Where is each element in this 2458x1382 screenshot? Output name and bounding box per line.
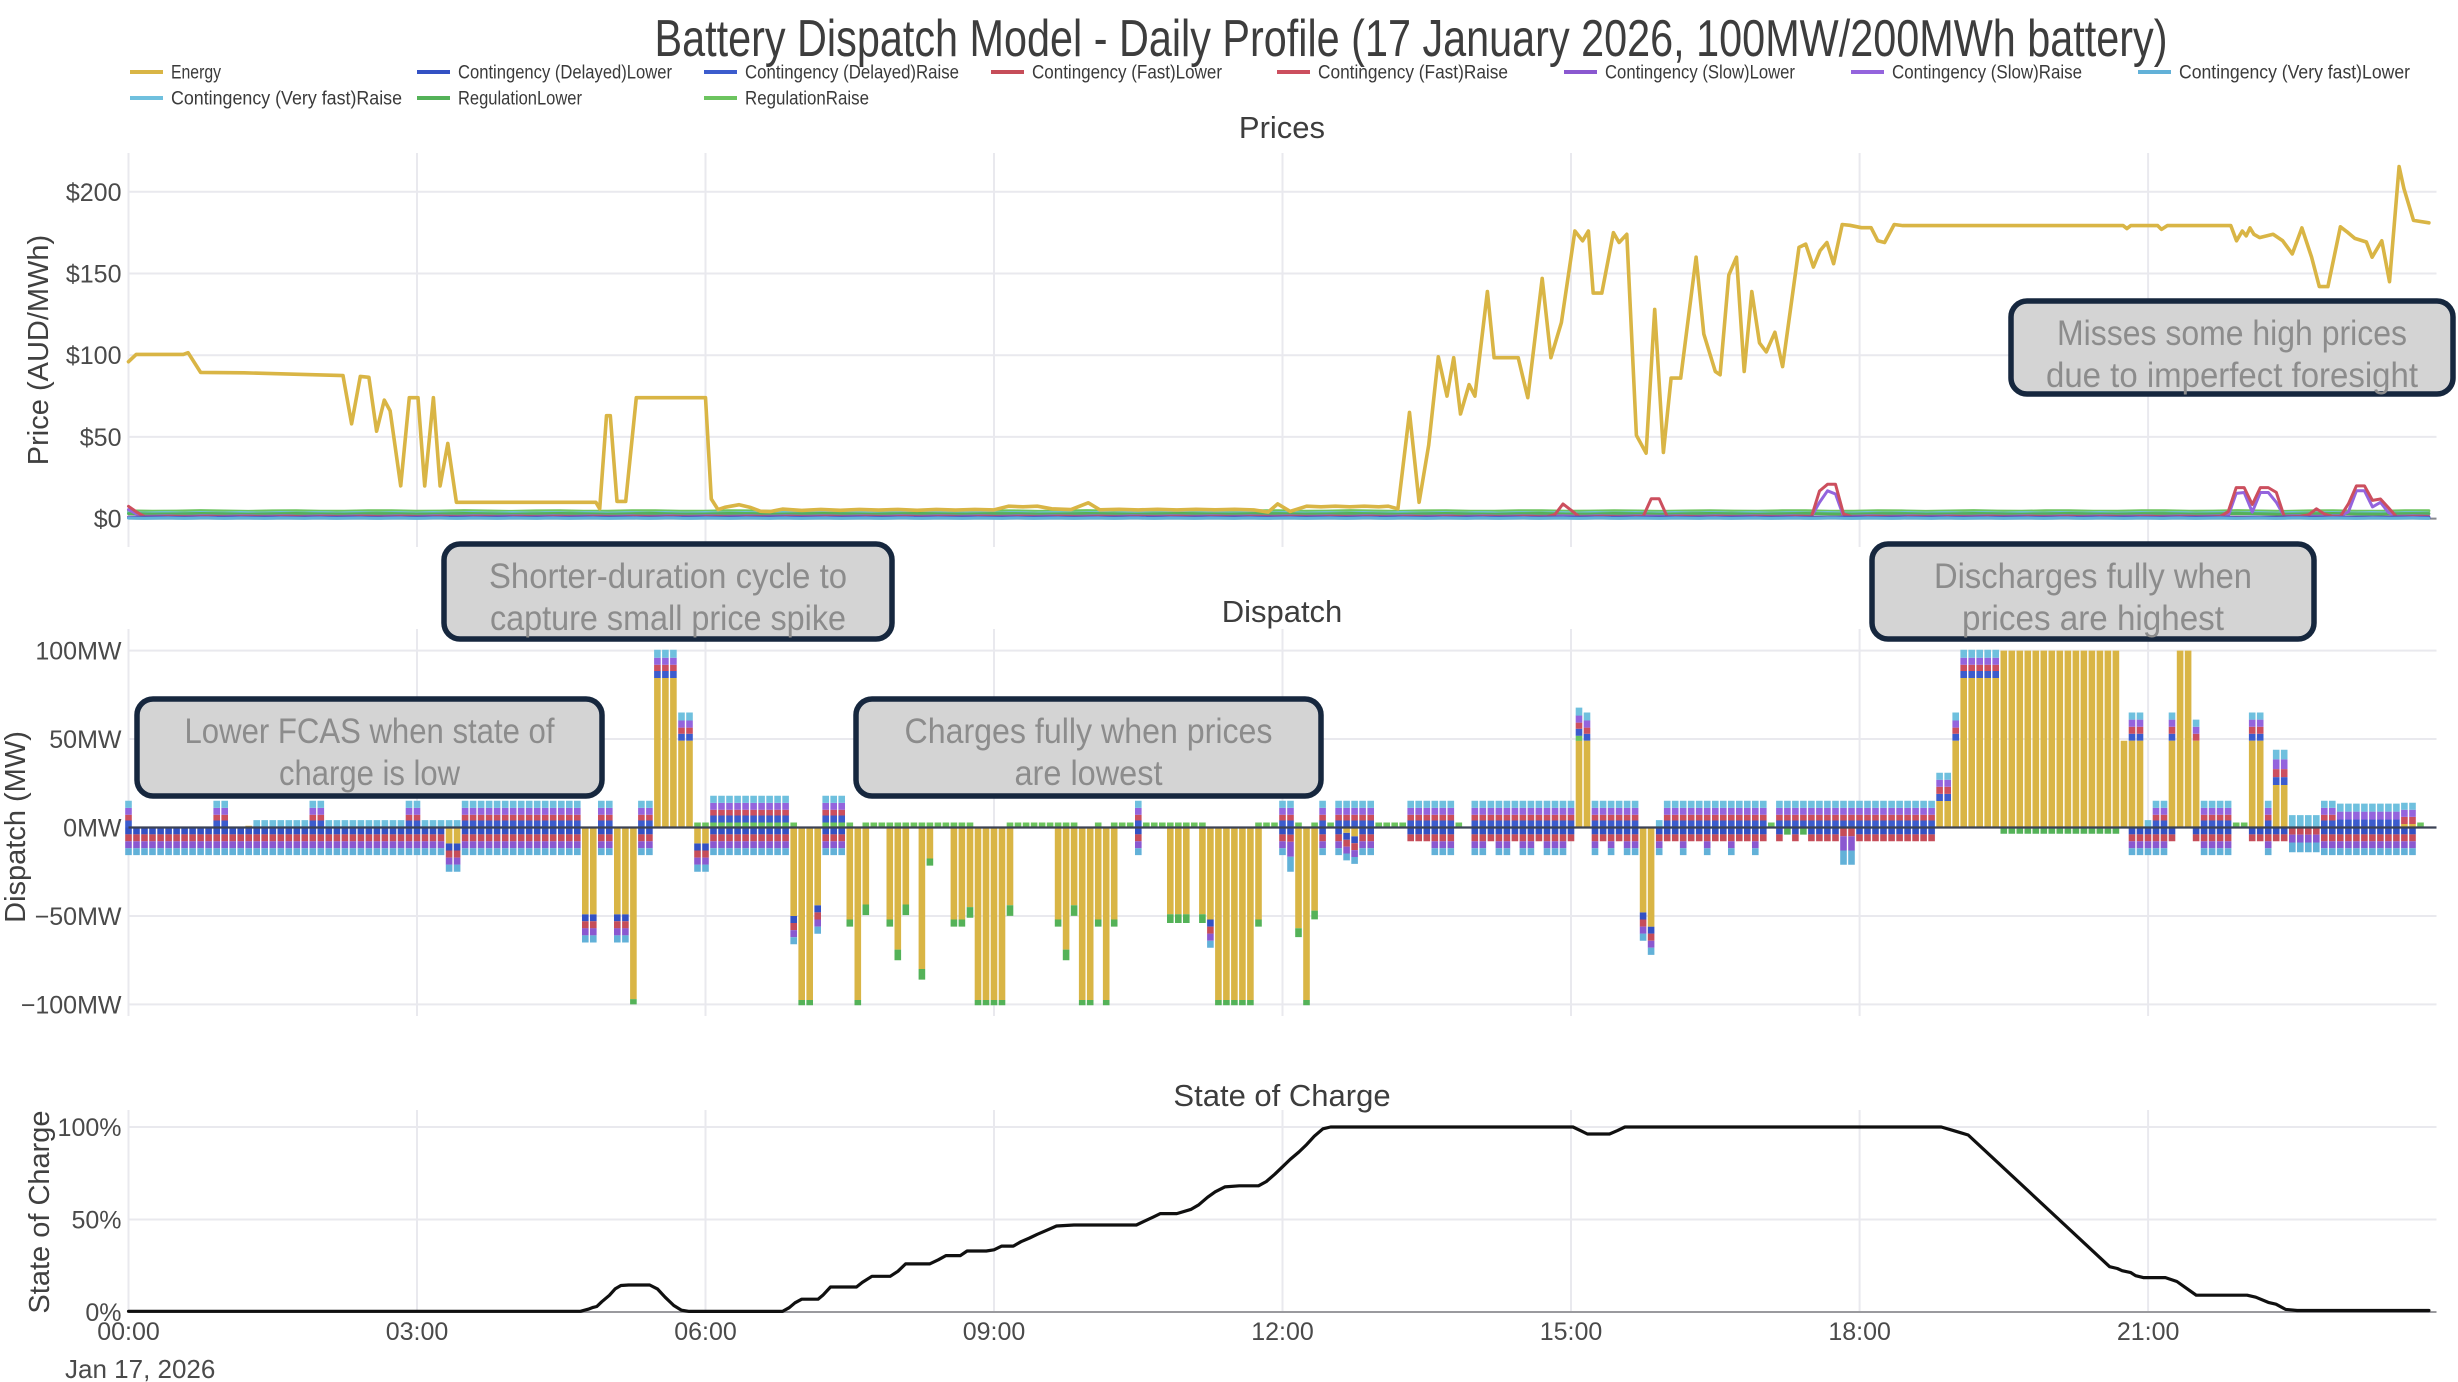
- svg-text:$200: $200: [66, 179, 122, 207]
- svg-text:$50: $50: [80, 424, 122, 452]
- svg-text:Contingency (Delayed)Raise: Contingency (Delayed)Raise: [745, 63, 959, 84]
- svg-text:$150: $150: [66, 261, 122, 289]
- svg-text:03:00: 03:00: [386, 1318, 449, 1346]
- svg-text:$0: $0: [94, 506, 122, 534]
- svg-text:RegulationRaise: RegulationRaise: [745, 89, 869, 110]
- svg-text:09:00: 09:00: [963, 1318, 1026, 1346]
- svg-text:12:00: 12:00: [1251, 1318, 1314, 1346]
- svg-text:06:00: 06:00: [674, 1318, 737, 1346]
- svg-text:State of Charge: State of Charge: [24, 1110, 56, 1313]
- svg-text:Price (AUD/MWh): Price (AUD/MWh): [23, 235, 55, 465]
- svg-text:0MW: 0MW: [63, 815, 122, 843]
- svg-text:Prices: Prices: [1239, 110, 1325, 145]
- svg-text:Jan 17, 2026: Jan 17, 2026: [65, 1354, 215, 1382]
- svg-text:Shorter-duration cycle to: Shorter-duration cycle to: [489, 557, 847, 596]
- svg-text:Misses some high prices: Misses some high prices: [2057, 314, 2407, 353]
- svg-text:Dispatch: Dispatch: [1222, 594, 1343, 629]
- svg-text:Contingency (Very fast)Lower: Contingency (Very fast)Lower: [2179, 63, 2411, 84]
- svg-text:21:00: 21:00: [2117, 1318, 2180, 1346]
- svg-text:are lowest: are lowest: [1015, 754, 1163, 793]
- svg-text:18:00: 18:00: [1828, 1318, 1891, 1346]
- svg-text:Energy: Energy: [171, 63, 221, 84]
- svg-text:due to imperfect foresight: due to imperfect foresight: [2046, 356, 2418, 395]
- svg-text:15:00: 15:00: [1540, 1318, 1603, 1346]
- svg-text:00:00: 00:00: [97, 1318, 160, 1346]
- svg-text:Battery Dispatch Model - Daily: Battery Dispatch Model - Daily Profile (…: [655, 10, 2168, 68]
- svg-text:100MW: 100MW: [35, 638, 122, 666]
- svg-text:Charges fully when prices: Charges fully when prices: [905, 712, 1273, 751]
- svg-text:−50MW: −50MW: [35, 903, 122, 931]
- svg-text:0%: 0%: [85, 1299, 121, 1327]
- svg-text:Contingency (Fast)Lower: Contingency (Fast)Lower: [1032, 63, 1223, 84]
- svg-text:Contingency (Very fast)Raise: Contingency (Very fast)Raise: [171, 89, 402, 110]
- svg-text:prices are highest: prices are highest: [1962, 599, 2224, 638]
- svg-text:−100MW: −100MW: [21, 991, 122, 1019]
- svg-text:charge is low: charge is low: [279, 754, 461, 793]
- svg-text:50MW: 50MW: [49, 726, 122, 754]
- svg-text:RegulationLower: RegulationLower: [458, 89, 583, 110]
- svg-text:Contingency (Delayed)Lower: Contingency (Delayed)Lower: [458, 63, 673, 84]
- svg-text:State of Charge: State of Charge: [1173, 1078, 1390, 1113]
- svg-text:Contingency (Slow)Raise: Contingency (Slow)Raise: [1892, 63, 2082, 84]
- svg-text:Dispatch (MW): Dispatch (MW): [0, 731, 32, 923]
- svg-text:Contingency (Fast)Raise: Contingency (Fast)Raise: [1318, 63, 1508, 84]
- svg-text:100%: 100%: [58, 1114, 122, 1142]
- svg-text:Lower FCAS when state of: Lower FCAS when state of: [185, 712, 555, 751]
- svg-text:$100: $100: [66, 342, 122, 370]
- svg-text:capture small price spike: capture small price spike: [490, 599, 846, 638]
- svg-text:Contingency (Slow)Lower: Contingency (Slow)Lower: [1605, 63, 1796, 84]
- svg-text:50%: 50%: [71, 1207, 121, 1235]
- svg-text:Discharges fully when: Discharges fully when: [1934, 557, 2252, 596]
